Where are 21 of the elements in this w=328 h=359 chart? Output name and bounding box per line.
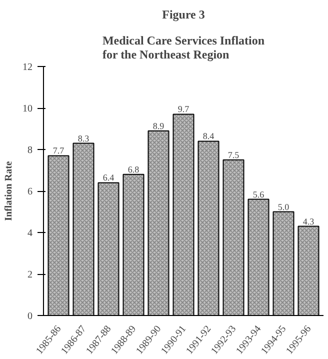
y-tick-label: 0 [28, 311, 32, 322]
y-tick-label: 6 [28, 186, 32, 198]
y-tick-label: 4 [28, 228, 32, 239]
y-tick-label: 2 [28, 270, 32, 280]
data-label: 7.5 [228, 150, 240, 160]
y-axis-title: Inflation Rate [4, 160, 14, 221]
y-tick-label: 10 [22, 104, 32, 114]
y-tick-label: 12 [22, 62, 32, 73]
data-label: 6.4 [102, 172, 115, 183]
data-label: 6.8 [128, 164, 140, 174]
chart-title: Figure 3 [162, 8, 205, 22]
data-label: 7.7 [52, 146, 65, 156]
data-label: 8.3 [78, 133, 90, 144]
data-label: 5.6 [252, 189, 265, 200]
data-label: 8.4 [202, 131, 215, 142]
chart-subtitle: Medical Care Services Inflation for the Northeast Region [102, 34, 265, 62]
data-label: 5.0 [278, 202, 290, 212]
data-label: 4.3 [302, 216, 315, 226]
y-tick-label: 8 [28, 145, 32, 156]
data-label: 9.7 [178, 104, 190, 114]
data-label: 8.9 [152, 120, 165, 131]
